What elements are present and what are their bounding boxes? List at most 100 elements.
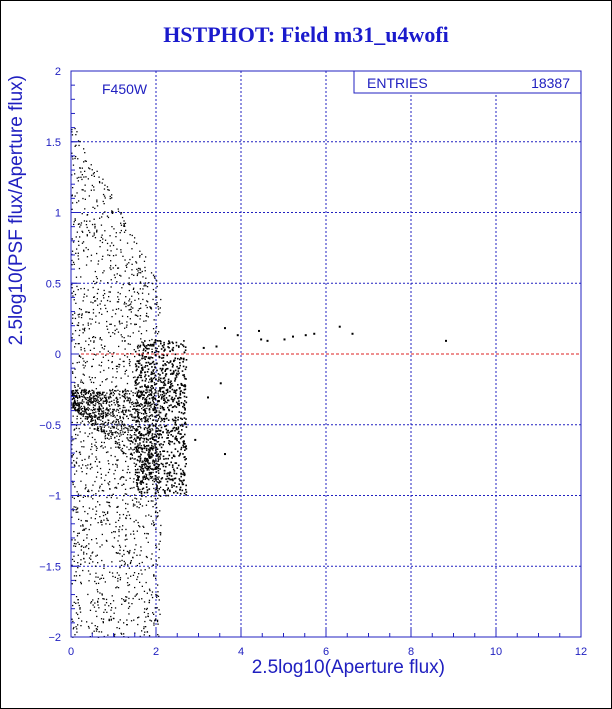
data-point (144, 608, 146, 610)
data-point (129, 364, 131, 367)
data-point (138, 362, 141, 365)
data-point (155, 452, 157, 454)
data-point (140, 392, 142, 394)
data-point (165, 364, 167, 366)
data-point (102, 178, 104, 180)
data-point (93, 399, 95, 401)
data-point (180, 448, 182, 451)
data-point (101, 339, 103, 341)
data-point (140, 550, 142, 552)
data-point (108, 404, 110, 406)
data-point (130, 575, 132, 577)
data-point (153, 481, 155, 483)
data-point (172, 346, 175, 349)
data-point (147, 357, 150, 360)
data-point (145, 504, 148, 506)
data-point (134, 458, 136, 460)
data-point (133, 572, 136, 574)
data-point (106, 378, 108, 380)
data-point (153, 478, 155, 480)
data-point (127, 397, 129, 399)
data-point (126, 456, 128, 458)
data-point (94, 336, 97, 339)
data-point (154, 607, 156, 609)
data-point (96, 417, 98, 419)
data-point (175, 401, 178, 404)
data-point (129, 318, 131, 320)
data-point (143, 526, 145, 528)
data-point (75, 543, 77, 545)
data-point (175, 389, 177, 392)
data-point (152, 274, 155, 276)
data-point (87, 322, 89, 324)
data-point (105, 523, 107, 525)
data-point (114, 437, 116, 439)
data-point (151, 596, 154, 599)
data-point (158, 557, 160, 559)
data-point (140, 371, 143, 374)
data-point (100, 618, 103, 620)
data-point (80, 525, 82, 527)
data-point (74, 399, 76, 401)
data-point (161, 357, 163, 359)
data-point (115, 390, 117, 392)
data-point (96, 252, 98, 255)
data-point (159, 510, 161, 512)
data-point (160, 532, 162, 534)
data-point (152, 370, 154, 372)
data-point (74, 330, 77, 332)
data-point (126, 242, 129, 244)
data-point (163, 386, 165, 389)
data-point (143, 611, 146, 613)
data-point (145, 356, 148, 358)
data-point (175, 490, 177, 493)
data-point (148, 463, 150, 465)
data-point (159, 411, 162, 414)
data-point (80, 392, 82, 394)
data-point (165, 397, 168, 399)
data-point (158, 482, 160, 484)
data-point (88, 167, 90, 169)
data-point (107, 433, 109, 435)
data-point (117, 409, 119, 411)
data-point (106, 412, 109, 414)
data-point (102, 416, 104, 418)
data-point (116, 396, 118, 399)
data-point (183, 388, 186, 391)
data-point (118, 298, 120, 301)
data-point (71, 402, 73, 404)
data-point (126, 514, 128, 517)
data-point (134, 471, 137, 474)
data-point (99, 409, 101, 411)
data-point (71, 394, 74, 396)
data-point (127, 399, 129, 401)
data-point (151, 351, 153, 353)
data-point (157, 584, 159, 586)
data-point (117, 267, 119, 269)
data-point (160, 524, 162, 527)
data-point (76, 231, 78, 233)
data-point (86, 417, 88, 419)
data-point (98, 396, 100, 398)
data-point (108, 484, 110, 486)
data-point (101, 429, 103, 431)
data-point (145, 402, 147, 404)
data-point (112, 211, 114, 213)
data-point (97, 427, 99, 430)
data-point (179, 468, 182, 471)
data-point (139, 438, 141, 440)
data-point (104, 432, 107, 434)
data-point (74, 218, 76, 220)
data-point (163, 354, 165, 357)
data-point (81, 471, 83, 473)
data-point (150, 430, 152, 432)
data-point (103, 422, 106, 424)
data-point (124, 564, 126, 566)
data-point (72, 295, 74, 297)
data-point (125, 534, 127, 536)
data-point (179, 362, 181, 364)
data-point (170, 461, 172, 464)
data-point (94, 580, 96, 583)
y-tick-label: −2 (48, 632, 61, 644)
data-point (77, 402, 79, 404)
